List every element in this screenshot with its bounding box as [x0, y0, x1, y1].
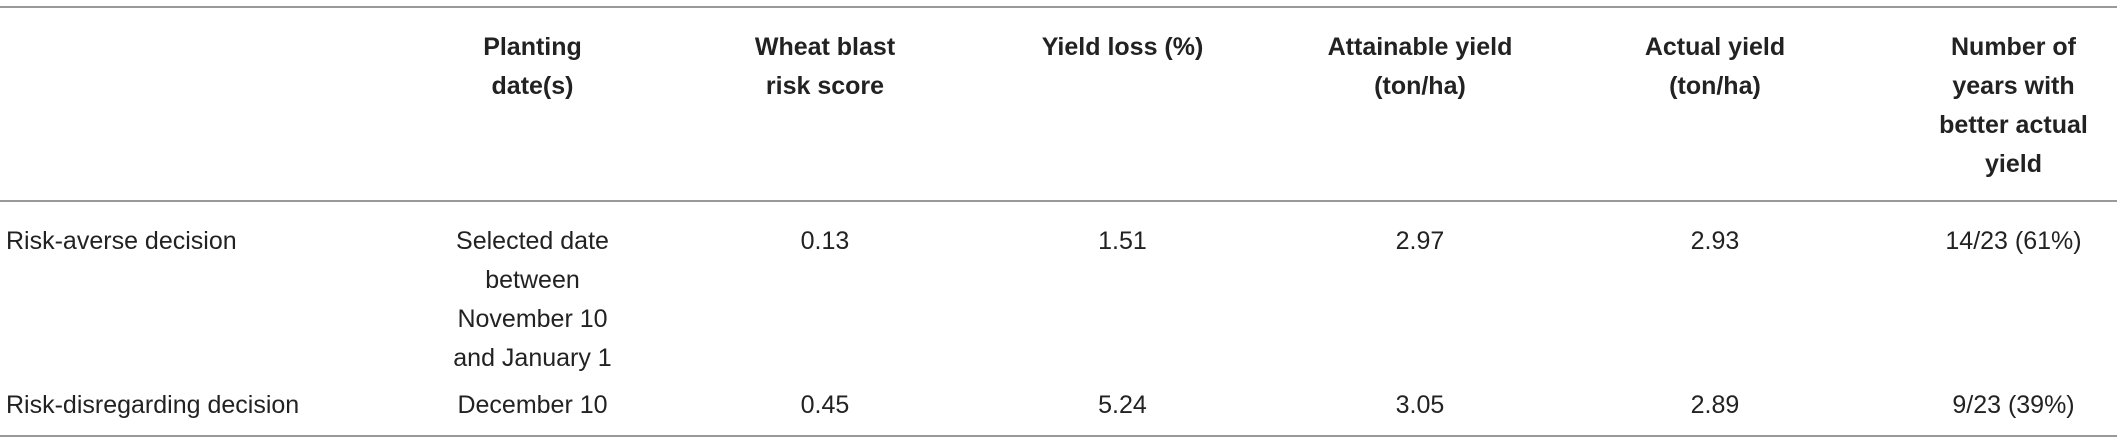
cell-text: 2.89: [1690, 391, 1740, 419]
table-cell: 1.51: [975, 201, 1270, 382]
cell-text: 2.93: [1690, 227, 1740, 255]
header-corner: [0, 7, 390, 201]
table-cell: 9/23 (39%): [1860, 382, 2117, 436]
cell-text: Risk-averse decision: [6, 227, 237, 255]
cell-text: 9/23 (39%): [1952, 391, 2075, 419]
table-row: Risk-averse decision Selected date betwee…: [0, 201, 2117, 382]
table-cell: 14/23 (61%): [1860, 201, 2117, 382]
row-header: Risk-averse decision: [0, 201, 390, 382]
cell-text: 3.05: [1395, 391, 1445, 419]
table-cell: December 10: [390, 382, 675, 436]
header-text: Planting date(s): [483, 33, 582, 100]
header-text: Attainable yield (ton/ha): [1327, 33, 1513, 100]
cell-text: December 10: [457, 391, 608, 419]
row-header: Risk-disregarding decision: [0, 382, 390, 436]
header-text: Actual yield (ton/ha): [1644, 33, 1786, 100]
header-cell: Yield loss (%): [975, 7, 1270, 201]
header-text: Yield loss (%): [1041, 33, 1204, 61]
table-row: Risk-disregarding decision December 10 0.4…: [0, 382, 2117, 436]
table-cell: Selected date between November 10 and Ja…: [390, 201, 675, 382]
header-text: Wheat blast risk score: [754, 33, 896, 100]
header-text: Number of years with better actual yield: [1939, 33, 2088, 178]
cell-text: 1.51: [1098, 227, 1147, 255]
cell-text: 2.97: [1395, 227, 1445, 255]
cell-text: 0.45: [800, 391, 850, 419]
table-cell: 0.13: [675, 201, 975, 382]
table-cell: 3.05: [1270, 382, 1570, 436]
cell-text: 5.24: [1098, 391, 1147, 419]
table-cell: 5.24: [975, 382, 1270, 436]
table-cell: 2.97: [1270, 201, 1570, 382]
cell-text: 14/23 (61%): [1945, 227, 2082, 255]
cell-text: Selected date between November 10 and Ja…: [453, 227, 612, 372]
header-row: Planting date(s) Wheat blast risk score …: [0, 7, 2117, 201]
cell-text: Risk-disregarding decision: [6, 391, 300, 419]
header-cell: Actual yield (ton/ha): [1570, 7, 1860, 201]
header-cell: Number of years with better actual yield: [1860, 7, 2117, 201]
table-cell: 2.89: [1570, 382, 1860, 436]
header-cell: Attainable yield (ton/ha): [1270, 7, 1570, 201]
header-cell: Planting date(s): [390, 7, 675, 201]
table-cell: 0.45: [675, 382, 975, 436]
cell-text: 0.13: [800, 227, 850, 255]
table-body: Risk-averse decision Selected date betwee…: [0, 201, 2117, 436]
results-table: Planting date(s) Wheat blast risk score …: [0, 6, 2117, 437]
table-cell: 2.93: [1570, 201, 1860, 382]
header-cell: Wheat blast risk score: [675, 7, 975, 201]
